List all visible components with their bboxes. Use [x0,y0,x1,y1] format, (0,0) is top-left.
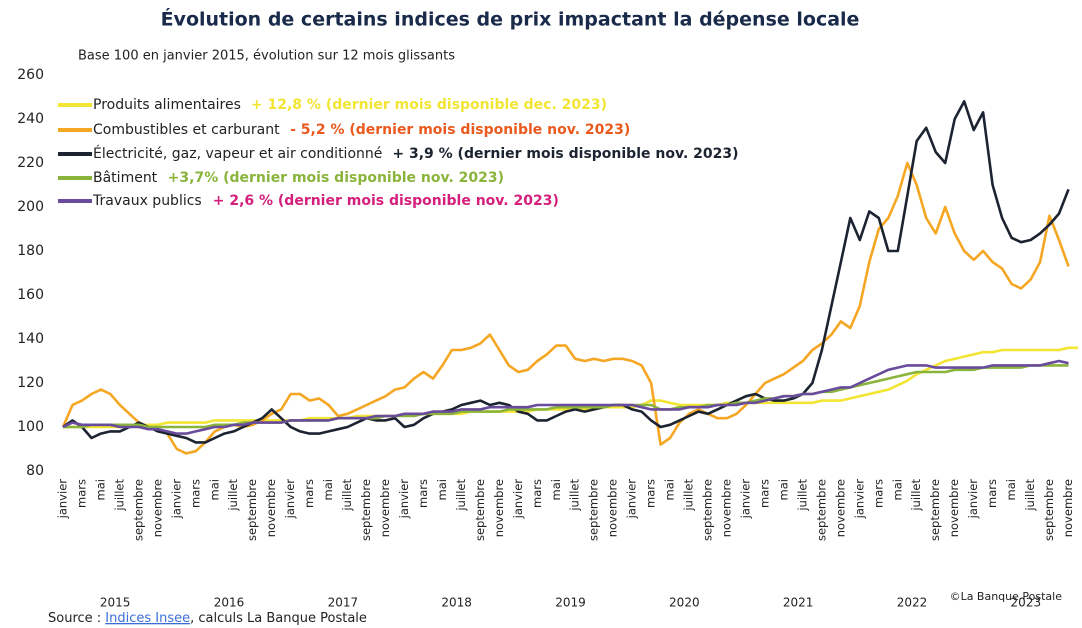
legend-note: + 3,9 % (dernier mois disponible nov. 20… [392,146,738,162]
x-tick-label: juillet [568,479,582,512]
legend-label: Travaux publics [92,193,202,209]
x-tick-label: mars [530,479,544,508]
year-label: 2021 [783,596,814,610]
x-tick-label: mars [302,479,316,508]
legend-label: Produits alimentaires [93,97,241,113]
x-tick-label: novembre [264,479,278,537]
x-tick-label: septembre [245,479,259,541]
x-tick-label: novembre [1061,479,1075,537]
legend-note: + 2,6 % (dernier mois disponible nov. 20… [213,193,559,209]
x-tick-label: juillet [340,479,354,512]
series-line [63,346,1078,429]
year-label: 2022 [897,596,928,610]
source-link[interactable]: Indices Insee [105,611,190,626]
y-tick-label: 200 [17,199,44,215]
x-tick-label: novembre [606,479,620,537]
year-label: 2015 [100,596,131,610]
x-tick-label: septembre [814,479,828,541]
legend-note: - 5,2 % (dernier mois disponible nov. 20… [290,122,630,138]
x-tick-label: juillet [1023,479,1037,512]
x-tick-label: mai [663,479,677,500]
x-tick-label: mai [207,479,221,500]
x-tick-label: septembre [473,479,487,541]
x-tick-label: septembre [587,479,601,541]
x-tick-label: mars [985,479,999,508]
y-tick-label: 100 [17,419,44,435]
legend-label: Combustibles et carburant [93,122,280,138]
x-tick-label: mai [1004,479,1018,500]
year-label: 2016 [214,596,245,610]
x-tick-label: janvier [397,479,411,520]
x-tick-label: septembre [359,479,373,541]
x-tick-label: mars [871,479,885,508]
x-tick-label: mai [549,479,563,500]
legend-note: + 12,8 % (dernier mois disponible dec. 2… [251,97,607,113]
x-tick-label: juillet [112,479,126,512]
x-tick-label: mai [93,479,107,500]
y-tick-label: 160 [17,287,44,303]
credit: ©La Banque Postale [950,590,1063,603]
legend-label: Électricité, gaz, vapeur et air conditio… [93,145,382,162]
source-suffix: , calculs La Banque Postale [190,611,367,626]
y-tick-label: 260 [17,67,44,83]
x-tick-label: mai [776,479,790,500]
x-tick-label: septembre [1042,479,1056,541]
y-tick-label: 80 [26,463,44,479]
y-tick-label: 220 [17,155,44,171]
year-label: 2018 [441,596,472,610]
source: Source : Indices Insee, calculs La Banqu… [48,611,367,626]
x-tick-label: mars [644,479,658,508]
y-tick-label: 180 [17,243,44,259]
x-tick-label: mai [435,479,449,500]
x-tick-label: novembre [720,479,734,537]
x-tick-label: septembre [131,479,145,541]
x-tick-label: juillet [682,479,696,512]
legend-label: Bâtiment [93,170,158,186]
x-tick-label: novembre [378,479,392,537]
x-tick-label: janvier [738,479,752,520]
subtitle: Base 100 en janvier 2015, évolution sur … [78,49,455,64]
x-tick-label: janvier [169,479,183,520]
x-tick-label: mars [74,479,88,508]
x-tick-label: janvier [852,479,866,520]
x-tick-label: janvier [625,479,639,520]
x-tick-label: novembre [492,479,506,537]
series-line [62,100,1070,444]
x-tick-label: janvier [283,479,297,520]
x-tick-label: novembre [833,479,847,537]
x-tick-label: novembre [150,479,164,537]
x-tick-label: septembre [928,479,942,541]
y-tick-label: 140 [17,331,44,347]
x-tick-label: janvier [56,479,70,520]
x-tick-label: mars [416,479,430,508]
year-label: 2020 [669,596,700,610]
x-tick-label: juillet [795,479,809,512]
y-tick-label: 120 [17,375,44,391]
legend-note: +3,7% (dernier mois disponible nov. 2023… [168,170,504,186]
x-tick-label: septembre [701,479,715,541]
x-tick-label: janvier [966,479,980,520]
y-tick-label: 240 [17,111,44,127]
x-tick-label: juillet [454,479,468,512]
x-tick-label: novembre [947,479,961,537]
series-line [62,359,1069,435]
x-tick-label: mars [188,479,202,508]
source-prefix: Source : [48,611,105,626]
x-tick-label: juillet [909,479,923,512]
chart-title: Évolution de certains indices de prix im… [161,8,860,31]
year-label: 2017 [328,596,359,610]
x-tick-label: mai [890,479,904,500]
x-tick-label: janvier [511,479,525,520]
year-label: 2019 [555,596,586,610]
x-tick-label: juillet [226,479,240,512]
x-tick-label: mai [321,479,335,500]
year-label: 2023 [1011,596,1042,610]
x-tick-label: mars [757,479,771,508]
